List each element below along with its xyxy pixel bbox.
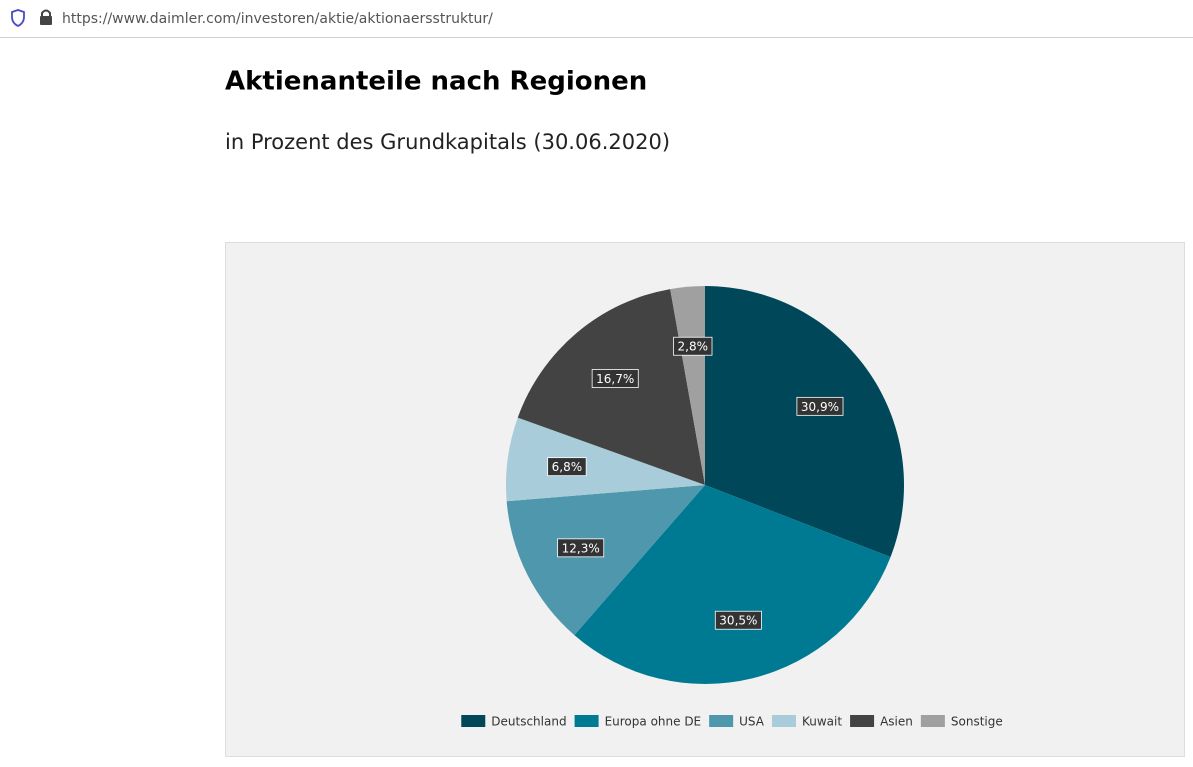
data-label: 30,5% [719,614,757,628]
legend-swatch [920,715,945,727]
data-label: 6,8% [552,460,583,474]
legend-label: Asien [880,715,913,729]
data-label-box [557,538,605,558]
lock-icon[interactable] [40,16,52,25]
data-label-box [714,610,762,630]
legend-swatch [771,715,796,727]
data-label-box [673,336,713,356]
pie-slice [506,485,705,636]
data-label-box [591,369,639,388]
data-label: 2,8% [678,340,709,354]
pie-slice [574,485,891,684]
pie-slice [506,417,705,502]
pie-slice [670,286,705,485]
data-labels: 30,9% 30,5% 12,3% 6,8% 16,7% 2,8% [547,336,844,630]
pie [506,286,904,684]
shield-icon[interactable] [11,9,25,28]
legend: Deutschland Europa ohne DE USA Kuwait Asien S… [461,715,1003,729]
legend-label: Kuwait [802,715,842,729]
url-text[interactable]: https://www.daimler.com/investoren/aktie… [62,11,493,27]
data-label: 12,3% [562,541,600,555]
chart-subtitle: in Prozent des Grundkapitals (30.06.2020… [225,130,670,154]
legend-label: USA [739,715,765,729]
pie-slice [705,286,904,558]
data-label: 16,7% [596,372,634,386]
legend-label: Deutschland [491,715,566,729]
legend-label: Sonstige [951,715,1003,729]
lock-shackle [41,9,51,16]
legend-swatch [850,715,875,727]
address-bar [0,0,1193,37]
data-label: 30,9% [801,400,839,414]
data-label-box [547,457,587,477]
legend-swatch [709,715,734,727]
legend-swatch [461,715,486,727]
data-label-box [796,396,844,416]
chart-title: Aktienanteile nach Regionen [225,67,647,97]
legend-label: Europa ohne DE [605,715,702,729]
legend-swatch [574,715,599,727]
